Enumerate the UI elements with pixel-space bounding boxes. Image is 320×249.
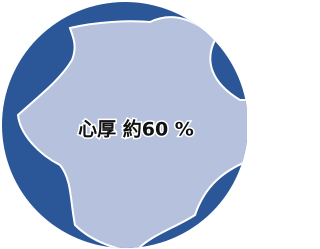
region-label: 心厚 約60 % — [78, 118, 194, 141]
illustration: 心厚 約60 % — [0, 0, 247, 249]
page: {"label": "心厚 約60 %"} 心厚 約60 % (() => { … — [0, 0, 247, 249]
